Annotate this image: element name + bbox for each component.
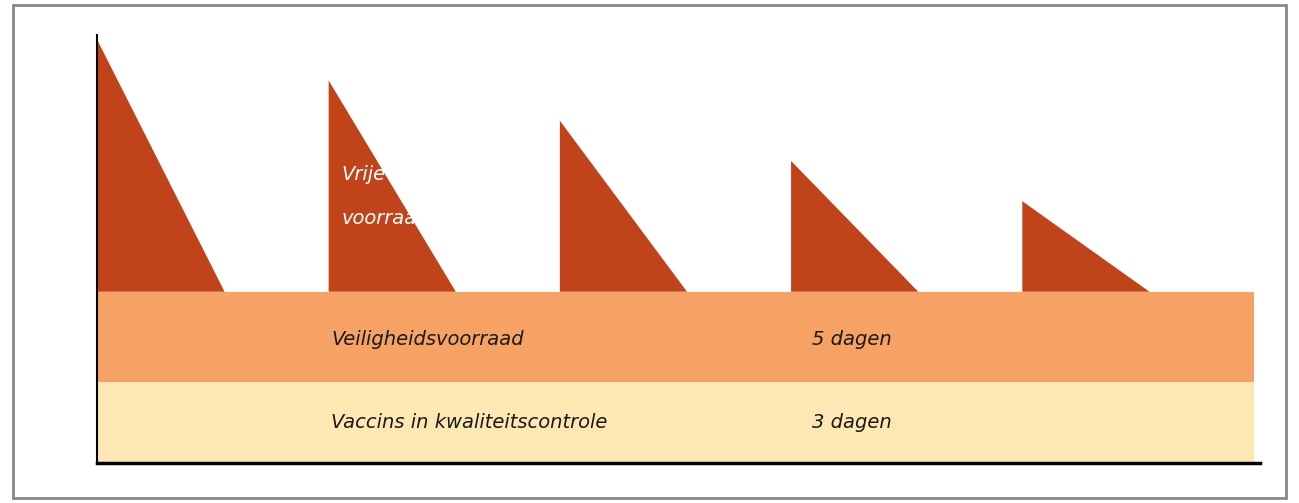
Text: Vaccins in kwaliteitscontrole: Vaccins in kwaliteitscontrole [331, 413, 608, 432]
Bar [97, 292, 1254, 382]
Text: 5 dagen: 5 dagen [812, 330, 891, 349]
Polygon shape [1022, 201, 1150, 292]
Text: Veiligheidsvoorraad: Veiligheidsvoorraad [331, 330, 523, 349]
Polygon shape [97, 40, 225, 292]
Polygon shape [791, 161, 918, 292]
Text: Vrije

voorraad: Vrije voorraad [342, 165, 429, 228]
Polygon shape [560, 121, 687, 292]
Text: 3 dagen: 3 dagen [812, 413, 891, 432]
Polygon shape [329, 80, 456, 292]
Bar [97, 382, 1254, 463]
